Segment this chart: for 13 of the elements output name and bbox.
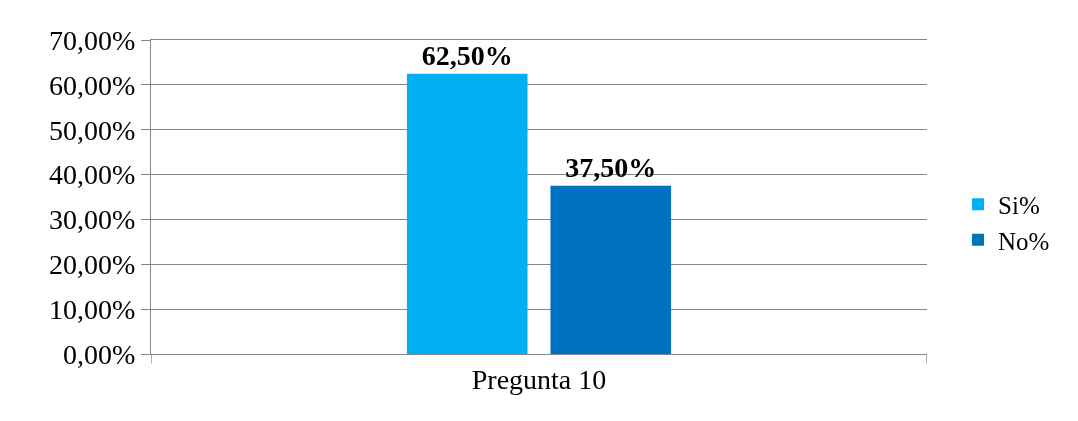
legend-label: No% [998,227,1050,255]
y-tick-label: 50,00% [48,114,136,146]
y-tick-label: 40,00% [48,159,136,191]
y-tick-label: 0,00% [62,338,136,370]
y-tick-label: 10,00% [48,293,136,325]
y-tick-label: 60,00% [48,69,136,101]
data-label: 62,50% [421,39,513,71]
y-tick-label: 20,00% [48,249,136,281]
y-tick-label: 70,00% [48,24,136,56]
data-label: 37,50% [565,151,657,183]
y-tick-label: 30,00% [48,204,136,236]
x-tick-label: Pregunta 10 [471,363,607,395]
legend-label: Si% [998,192,1040,220]
